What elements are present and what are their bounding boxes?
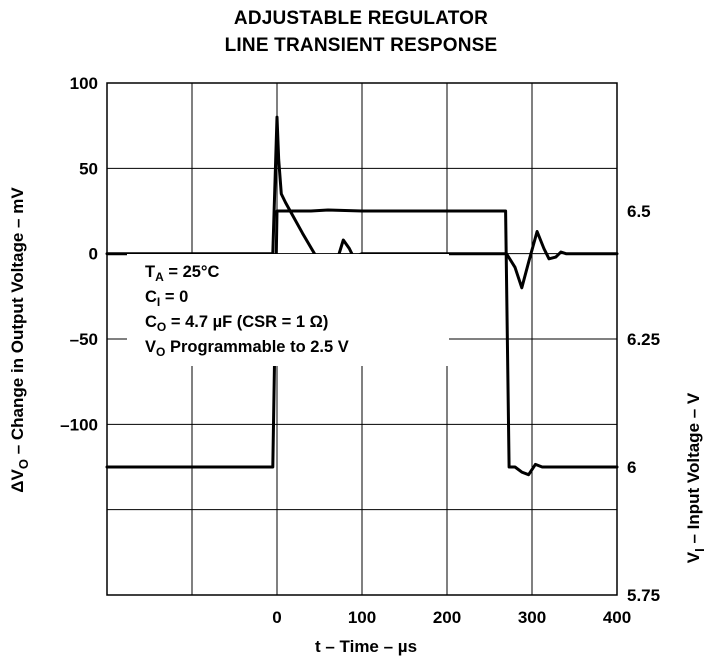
right-y-tick-label: 6.5 <box>627 202 651 221</box>
annotation-vo: VO Programmable to 2.5 V <box>145 338 349 359</box>
x-axis-label: t – Time – µs <box>315 637 417 656</box>
x-tick-label: 100 <box>348 608 376 627</box>
svg-text:ΔVO – Change in Output Voltage: ΔVO – Change in Output Voltage – mV <box>8 187 31 493</box>
right-y-axis-label: VI – Input Voltage – V <box>684 392 707 563</box>
input-voltage-line <box>105 208 619 477</box>
data-series <box>105 115 619 477</box>
chart-title-line-1: ADJUSTABLE REGULATOR <box>233 8 489 29</box>
x-tick-label: 0 <box>272 608 281 627</box>
left-y-axis-label: ΔVO – Change in Output Voltage – mV <box>8 187 31 493</box>
annotation-ta: TA = 25°C <box>145 263 220 284</box>
conditions-annotation: TA = 25°C CI = 0 CO = 4.7 µF (CSR = 1 Ω)… <box>127 254 449 366</box>
right-y-tick-label: 6 <box>627 458 636 477</box>
left-y-tick-label: –50 <box>70 330 98 349</box>
annotation-ci: CI = 0 <box>145 288 188 309</box>
tick-labels: 0 100 200 300 400 100 50 0 –50 –100 6.5 6.25 6 5.75 <box>60 74 660 627</box>
x-tick-label: 400 <box>603 608 631 627</box>
right-y-tick-label: 6.25 <box>627 330 660 349</box>
x-tick-label: 200 <box>433 608 461 627</box>
left-y-tick-label: –100 <box>60 415 98 434</box>
left-y-tick-label: 50 <box>79 159 98 178</box>
svg-text:VI – Input Voltage – V: VI – Input Voltage – V <box>684 392 707 563</box>
output-voltage-change-line <box>105 115 619 290</box>
left-y-tick-label: 0 <box>89 245 98 264</box>
plot-area-frame <box>106 82 618 596</box>
chart-title-line-2: LINE TRANSIENT RESPONSE <box>224 35 498 56</box>
right-y-tick-label: 5.75 <box>627 586 660 605</box>
x-tick-label: 300 <box>518 608 546 627</box>
annotation-co: CO = 4.7 µF (CSR = 1 Ω) <box>145 313 328 334</box>
left-y-tick-label: 100 <box>70 74 98 93</box>
